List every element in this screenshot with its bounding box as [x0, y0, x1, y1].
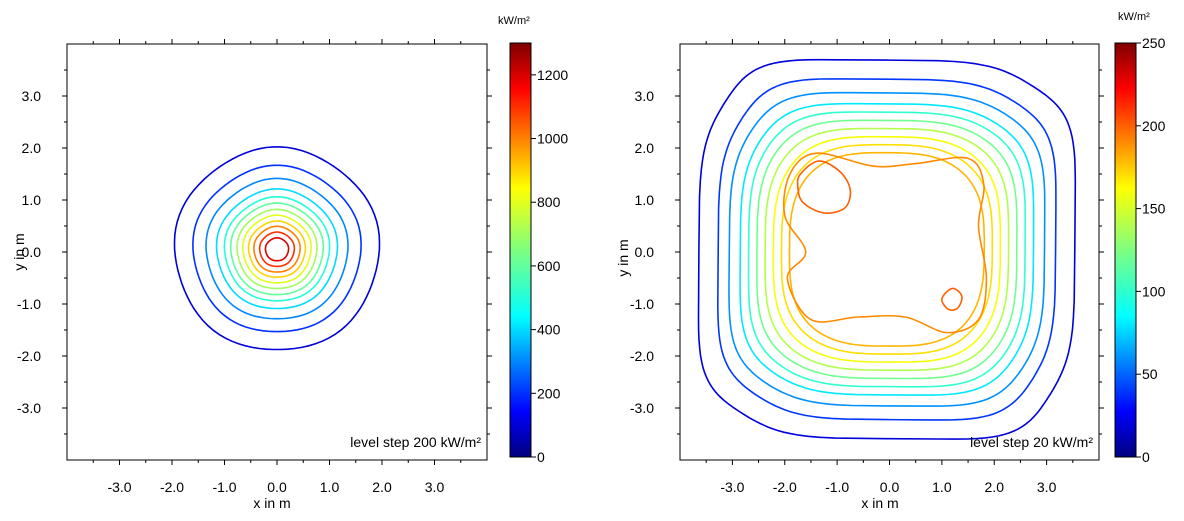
- left-annotation: level step 200 kW/m²: [350, 434, 481, 450]
- left-colorbar-bar: [509, 42, 532, 458]
- contour-line: [173, 146, 381, 351]
- left-contours: [173, 146, 381, 351]
- right-contours: [697, 58, 1077, 440]
- right-colorbar-unit: kW/m²: [1118, 11, 1150, 23]
- x-tick-label: 3.0: [1037, 479, 1057, 495]
- contour-line: [223, 196, 331, 302]
- y-tick-label: 3.0: [635, 88, 655, 104]
- left-colorbar: 0 200 400 600 800 1000 1200 kW/m²: [498, 15, 568, 465]
- y-tick-label: -3.0: [630, 400, 654, 416]
- left-plot-frame: [66, 43, 488, 461]
- right-colorbar-ticks: 0 50 100 150 200 250: [1136, 35, 1166, 465]
- y-tick-label: -1.0: [17, 296, 41, 312]
- left-colorbar-ticks: 0 200 400 600 800 1000 1200: [531, 67, 568, 465]
- contour-line: [739, 102, 1035, 396]
- x-tick-label: 1.0: [320, 479, 340, 495]
- contour-line: [253, 225, 301, 273]
- contour-line: [229, 202, 325, 296]
- peak-contour-line: [941, 287, 963, 311]
- right-colorbar-bar: [1114, 42, 1137, 458]
- contour-line: [215, 188, 339, 310]
- x-tick-label: 1.0: [932, 479, 952, 495]
- left-xlabel: x in m: [253, 495, 290, 511]
- right-annotation: level step 20 kW/m²: [970, 434, 1093, 450]
- contour-line: [264, 237, 290, 262]
- colorbar-tick-label: 1200: [537, 67, 568, 83]
- y-tick-label: 1.0: [635, 192, 655, 208]
- contour-line: [205, 177, 349, 320]
- y-tick-label: 2.0: [22, 140, 42, 156]
- y-tick-label: -2.0: [17, 348, 41, 364]
- contour-line: [247, 220, 307, 278]
- x-tick-label: 0.0: [267, 479, 287, 495]
- right-ticks: -3.0 -2.0 -1.0 0.0 1.0 2.0 3.0 3.0 2.0 1.0 0.0 -1.0…: [630, 39, 1104, 495]
- contour-line: [192, 164, 362, 333]
- contour-line: [756, 119, 1018, 380]
- colorbar-tick-label: 0: [1142, 449, 1150, 465]
- right-plot-frame: [679, 43, 1100, 461]
- left-colorbar-unit: kW/m²: [498, 15, 530, 27]
- x-tick-label: 0.0: [880, 479, 900, 495]
- right-xlabel: x in m: [861, 495, 898, 511]
- contour-line: [747, 111, 1026, 388]
- colorbar-tick-label: 200: [537, 385, 561, 401]
- left-plot: -3.0 -2.0 -1.0 0.0 1.0 2.0 3.0 3.0 2.0 1.0 0.0 -1.0…: [11, 39, 492, 511]
- x-tick-label: -3.0: [107, 479, 131, 495]
- contour-line: [764, 127, 1010, 372]
- contour-line: [788, 151, 986, 347]
- colorbar-tick-label: 250: [1142, 35, 1166, 51]
- peak-contour-line: [796, 160, 852, 214]
- contour-line: [780, 143, 994, 355]
- y-tick-label: -3.0: [17, 400, 41, 416]
- x-tick-label: -2.0: [160, 479, 184, 495]
- y-tick-label: 0.0: [635, 244, 655, 260]
- colorbar-tick-label: 100: [1142, 283, 1166, 299]
- colorbar-tick-label: 150: [1142, 201, 1166, 217]
- contour-line: [716, 78, 1057, 421]
- y-tick-label: 3.0: [22, 88, 42, 104]
- x-tick-label: 2.0: [985, 479, 1005, 495]
- colorbar-tick-label: 0: [537, 449, 545, 465]
- y-tick-label: 1.0: [22, 192, 42, 208]
- right-plot: -3.0 -2.0 -1.0 0.0 1.0 2.0 3.0 3.0 2.0 1.0 0.0 -1.0…: [615, 39, 1104, 511]
- y-tick-label: 0.0: [22, 244, 42, 260]
- contour-line: [241, 214, 313, 284]
- left-ticks: -3.0 -2.0 -1.0 0.0 1.0 2.0 3.0 3.0 2.0 1.0 0.0 -1.0…: [17, 39, 492, 495]
- colorbar-tick-label: 200: [1142, 118, 1166, 134]
- right-colorbar: 0 50 100 150 200 250 kW/m²: [1114, 11, 1166, 465]
- x-tick-label: -1.0: [825, 479, 849, 495]
- x-tick-label: -1.0: [212, 479, 236, 495]
- colorbar-tick-label: 50: [1142, 366, 1158, 382]
- contour-line: [697, 58, 1077, 440]
- contour-line: [728, 91, 1046, 407]
- y-tick-label: -2.0: [630, 348, 654, 364]
- x-tick-label: -3.0: [720, 479, 744, 495]
- colorbar-tick-label: 400: [537, 322, 561, 338]
- x-tick-label: 3.0: [425, 479, 445, 495]
- contour-line: [236, 208, 318, 290]
- colorbar-tick-label: 1000: [537, 131, 568, 147]
- colorbar-tick-label: 600: [537, 258, 561, 274]
- x-tick-label: -2.0: [773, 479, 797, 495]
- x-tick-label: 2.0: [372, 479, 392, 495]
- right-ylabel: y in m: [615, 239, 631, 276]
- contour-line: [772, 135, 1002, 363]
- contour-line: [258, 231, 296, 268]
- y-tick-label: 2.0: [635, 140, 655, 156]
- left-ylabel: y in m: [11, 233, 27, 270]
- y-tick-label: -1.0: [630, 296, 654, 312]
- peak-contour-line: [782, 152, 988, 334]
- colorbar-tick-label: 800: [537, 194, 561, 210]
